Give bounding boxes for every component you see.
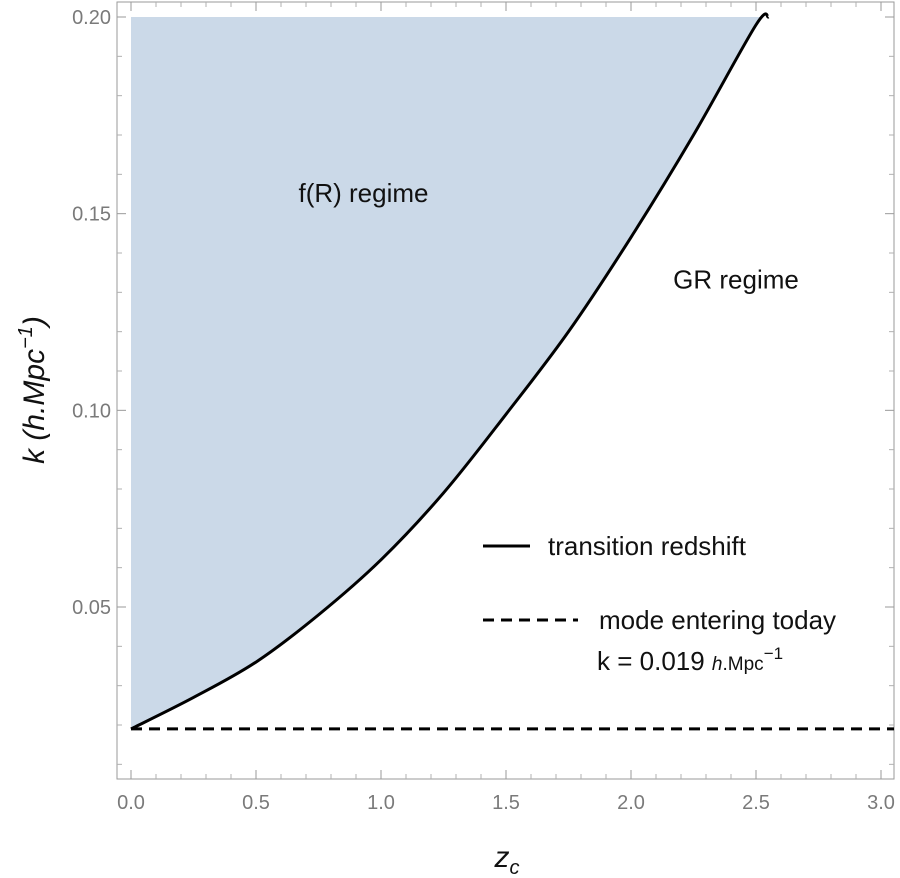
x-axis-title: zc: [494, 841, 520, 878]
series-layer: [130, 12, 894, 731]
legend-note-sup: −1: [764, 644, 783, 663]
legend-note-unit: .Mpc: [723, 654, 764, 675]
legend-note-italic: h: [712, 654, 723, 675]
x-tick-label: 0.5: [242, 792, 270, 814]
annotation-fr-regime: f(R) regime: [298, 178, 428, 208]
annotation-gr-regime: GR regime: [673, 264, 799, 294]
x-tick-label: 3.0: [867, 792, 895, 814]
ticks-layer: 0.0 0.5 1.0 1.5 2.0 2.5 3.0 0.05 0.10 0.15 0.20: [72, 2, 895, 814]
y-axis-title-close: ): [18, 316, 51, 329]
fr-regime-fill: [131, 17, 769, 729]
y-axis-title-unit: (h.Mpc: [18, 349, 51, 441]
y-tick-label: 0.20: [72, 7, 111, 29]
x-axis-title-sub: c: [510, 857, 520, 878]
y-tick-label: 0.15: [72, 204, 111, 226]
x-tick-label: 1.0: [367, 792, 395, 814]
fill-layer: [131, 17, 769, 729]
legend-layer: transition redshift mode entering today k …: [483, 531, 836, 676]
legend-note-prefix: k = 0.019: [597, 646, 712, 676]
x-tick-label: 1.5: [492, 792, 520, 814]
x-tick-label: 0.0: [117, 792, 145, 814]
x-tick-label: 2.0: [617, 792, 645, 814]
series-transition-redshift: [130, 12, 770, 731]
legend-note: k = 0.019 h.Mpc−1: [597, 644, 783, 676]
x-axis-title-main: z: [494, 841, 510, 874]
legend-label-mode-entering-today: mode entering today: [599, 605, 836, 635]
y-tick-label: 0.10: [72, 400, 111, 422]
y-axis-title: k (h.Mpc−1): [15, 316, 51, 464]
y-axis-title-sup: −1: [15, 326, 37, 349]
y-axis-title-main: k: [18, 441, 51, 464]
legend-label-transition-redshift: transition redshift: [548, 531, 747, 561]
x-tick-label: 2.5: [742, 792, 770, 814]
y-tick-label: 0.05: [72, 597, 111, 619]
